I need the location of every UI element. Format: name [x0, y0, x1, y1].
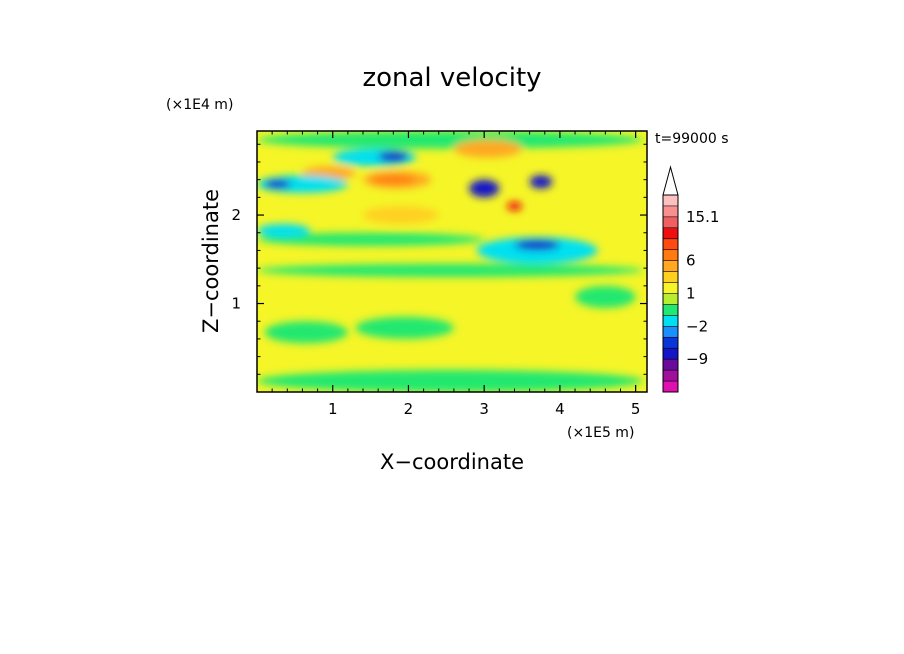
colorbar-swatch — [663, 260, 678, 272]
field-region — [257, 131, 644, 149]
y-axis-multiplier: (×1E4 m) — [166, 97, 233, 113]
colorbar-swatch — [663, 195, 678, 207]
x-tick-label: 5 — [631, 400, 641, 418]
colorbar-swatch — [663, 282, 678, 294]
colorbar-extend-arrow — [662, 165, 679, 196]
x-tick-label: 1 — [328, 400, 338, 418]
y-tick-label: 2 — [231, 206, 241, 224]
colorbar-swatch — [663, 293, 678, 305]
colorbar-tick-label: 15.1 — [686, 208, 719, 226]
x-tick-label: 4 — [555, 400, 565, 418]
field-region — [363, 206, 439, 224]
colorbar-swatch — [663, 315, 678, 327]
velocity-field — [257, 131, 644, 392]
colorbar-swatch — [663, 227, 678, 240]
field-region — [575, 285, 636, 308]
colorbar-swatch — [663, 304, 678, 316]
colorbar-swatch — [663, 381, 678, 393]
colorbar-swatch — [663, 238, 678, 251]
colorbar-swatch — [663, 337, 678, 349]
colorbar-swatch — [663, 216, 678, 229]
field-region — [453, 139, 523, 158]
colorbar-swatch — [663, 359, 678, 371]
colorbar-swatch — [663, 271, 678, 283]
time-label: t=99000 s — [655, 131, 729, 147]
field-region — [257, 175, 348, 193]
colorbar-swatch — [663, 205, 678, 218]
field-region — [506, 201, 523, 211]
colorbar-tick-label: −9 — [686, 350, 708, 368]
field-region — [264, 179, 292, 189]
plot-frame — [256, 130, 648, 393]
field-region — [257, 223, 311, 238]
colorbar-swatch — [663, 249, 678, 261]
field-region — [378, 151, 409, 162]
colorbar-tick-label: −2 — [686, 317, 708, 335]
y-axis: 12 — [231, 143, 647, 375]
x-tick-label: 3 — [479, 400, 489, 418]
field-region — [370, 175, 417, 185]
field-region — [257, 232, 485, 247]
x-axis-multiplier: (×1E5 m) — [567, 425, 634, 441]
colorbar-swatch — [663, 326, 678, 338]
chart-title: zonal velocity — [362, 63, 541, 93]
colorbar: 15.1 6 1 −2 −9 — [662, 165, 719, 393]
field-region — [257, 263, 644, 277]
field-region — [529, 175, 553, 189]
field-region — [257, 369, 644, 392]
x-tick-label: 2 — [404, 400, 414, 418]
field-region — [355, 316, 454, 339]
y-axis-label: Z−coordinate — [199, 189, 223, 333]
colorbar-swatch — [663, 370, 678, 382]
y-tick-label: 1 — [231, 295, 241, 313]
colorbar-swatch — [663, 348, 678, 360]
field-region — [514, 239, 560, 251]
field-region — [469, 179, 500, 198]
colorbar-tick-label: 1 — [686, 285, 696, 303]
field-region — [264, 321, 348, 344]
x-axis: 1 2 3 4 5 — [271, 131, 641, 418]
colorbar-tick-label: 6 — [686, 252, 696, 270]
x-axis-label: X−coordinate — [380, 450, 524, 474]
